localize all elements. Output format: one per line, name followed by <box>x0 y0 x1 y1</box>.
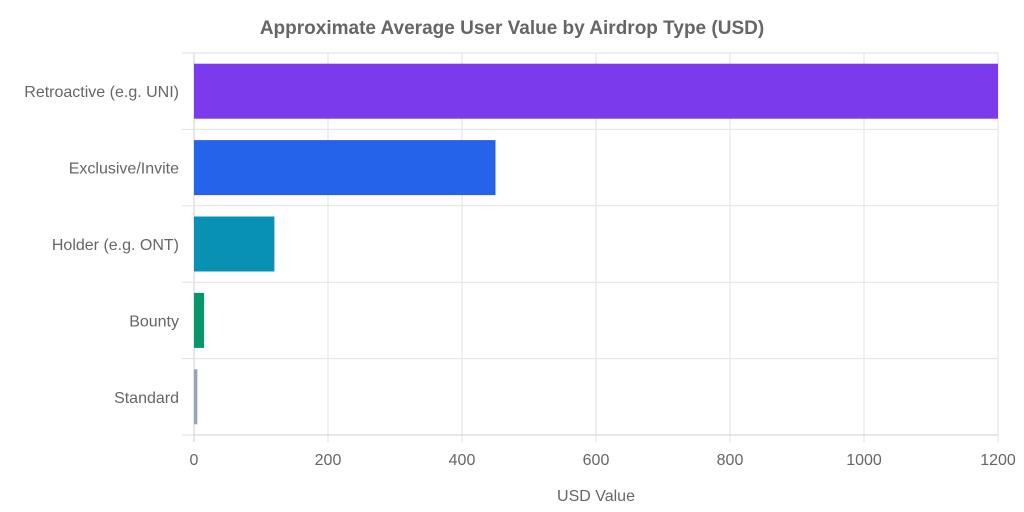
x-tick-label: 200 <box>315 452 342 469</box>
bar <box>194 140 496 196</box>
category-label: Bounty <box>129 313 179 330</box>
bar <box>194 63 998 119</box>
x-tick-label: 1000 <box>846 452 882 469</box>
x-tick-label: 1200 <box>980 452 1016 469</box>
x-tick-label: 0 <box>190 452 199 469</box>
x-tick-label: 800 <box>717 452 744 469</box>
category-label: Holder (e.g. ONT) <box>52 237 179 254</box>
x-tick-labels: 0 200 400 600 800 1000 1200 <box>190 452 1016 469</box>
x-axis-title: USD Value <box>557 488 635 505</box>
bar <box>194 292 205 348</box>
category-labels: Retroactive (e.g. UNI) Exclusive/Invite Ho… <box>24 84 179 407</box>
x-tick-label: 400 <box>449 452 476 469</box>
category-label: Standard <box>114 390 179 407</box>
category-label: Retroactive (e.g. UNI) <box>24 84 179 101</box>
bars <box>194 63 998 425</box>
x-tick-label: 600 <box>583 452 610 469</box>
category-label: Exclusive/Invite <box>69 161 179 178</box>
chart-title: Approximate Average User Value by Airdro… <box>260 18 764 39</box>
bar <box>194 216 275 272</box>
bar <box>194 369 198 425</box>
